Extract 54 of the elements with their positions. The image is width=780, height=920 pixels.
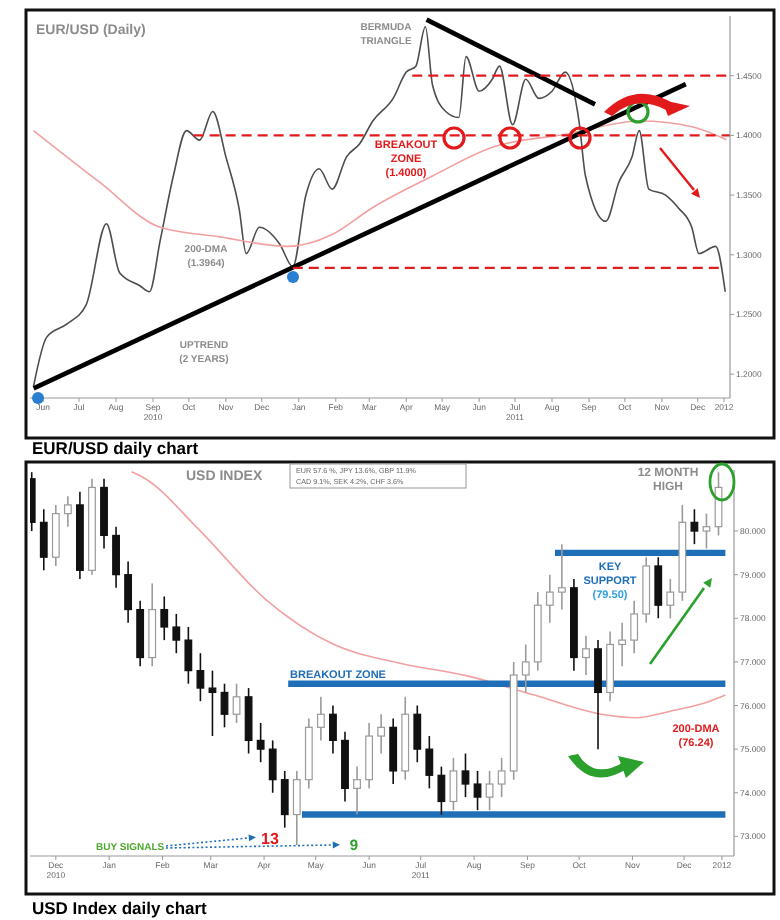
candlestick [316,696,325,742]
candlestick [497,757,506,798]
candlestick [280,770,289,829]
candlestick [642,556,651,624]
candlestick [557,543,566,611]
candlestick [654,556,663,620]
candlestick [39,508,48,572]
candlestick [256,722,265,764]
candlestick [208,669,217,737]
line-series [32,25,727,387]
candlestick [136,600,145,668]
candlestick [594,639,602,750]
candlestick [690,508,699,545]
candlestick [160,595,169,641]
candlestick [630,600,639,654]
candlestick [582,634,590,676]
candlestick [353,765,361,816]
candlestick [100,477,108,550]
candlestick [268,739,277,794]
candlestick [30,471,36,532]
candlestick [329,704,337,755]
candlestick [341,730,349,803]
candlestick [51,504,60,567]
candlestick [473,770,482,811]
annotation: 13 [261,830,280,848]
candlestick [124,560,133,624]
text: EUR/USD daily chart [32,438,199,458]
candlestick [377,713,386,755]
candlestick [184,626,193,685]
candlestick [63,495,72,528]
candlestick [521,643,530,694]
candlestick [618,621,627,668]
candlestick [461,752,470,798]
candlestick [545,573,554,624]
candlestick [702,512,711,550]
candlestick [244,687,253,755]
candlestick [437,765,446,816]
candlestick [232,682,241,724]
candlestick [172,613,181,654]
candlestick [112,525,120,589]
line-series [130,470,727,719]
candlestick [666,578,675,620]
candlestick [220,682,229,729]
candlestick [148,582,157,668]
candlestick [365,722,373,790]
text: USD Index daily chart [32,898,208,918]
candlestick [389,717,398,785]
candlestick [196,652,205,702]
candlestick [485,770,494,811]
candlestick [425,735,434,790]
candlestick [292,770,301,846]
candlestick [413,704,422,764]
candlestick [606,630,614,702]
candlestick [449,757,458,811]
